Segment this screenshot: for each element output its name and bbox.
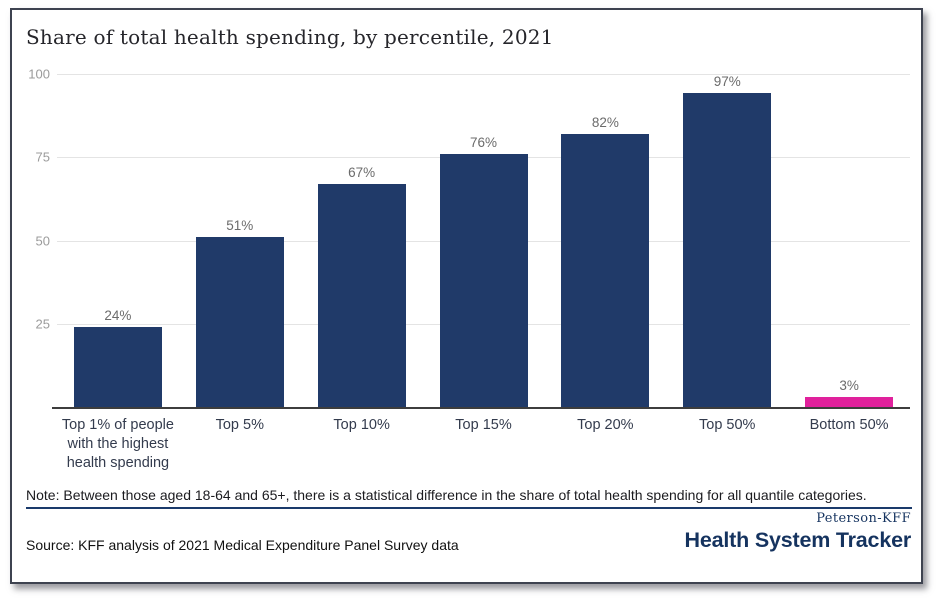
gridline (57, 74, 910, 75)
bar-value-label: 51% (226, 218, 254, 234)
x-axis-line (52, 407, 910, 409)
bar-column: 51% (179, 74, 301, 407)
footer-divider (26, 507, 912, 509)
x-axis-category-text: Top 20% (577, 417, 634, 433)
bar-value-label: 24% (104, 308, 132, 324)
bar-column: 76% (423, 74, 545, 407)
plot-area: 25 50 75 100 24% 51% 67% 76% 82% 97% 3% (12, 67, 921, 409)
bar (439, 153, 528, 407)
bar (561, 133, 650, 407)
x-axis-category-text: Top 15% (455, 417, 512, 433)
x-axis-category-label: Top 50% (666, 416, 788, 473)
bar-value-label: 76% (469, 134, 498, 150)
bar-value-label: 97% (713, 74, 741, 89)
bar (317, 183, 406, 407)
x-axis-category-label: Top 15% (423, 416, 545, 473)
bar-column: 24% (57, 74, 179, 407)
bar-value-label: 67% (348, 164, 376, 180)
brand-name-label: Health System Tracker (684, 527, 912, 552)
x-axis-category-text: Top 5% (215, 417, 264, 433)
bar-value-label: 3% (839, 378, 859, 394)
brand-org-label: Peterson-KFF (816, 511, 911, 526)
x-axis-category-label: Top 1% of people with the highest health… (57, 416, 179, 473)
x-axis-category-label: Top 10% (301, 416, 423, 473)
bar-column: 97% (666, 74, 788, 407)
bar (805, 397, 894, 407)
y-axis-tick-label: 75 (35, 149, 50, 165)
y-axis-tick-label: 100 (28, 66, 50, 82)
x-axis-category-text: Top 1% of people with the highest health… (61, 417, 174, 472)
x-axis-category-text: Bottom 50% (809, 417, 889, 433)
bar (195, 237, 284, 407)
bar-column: 67% (301, 74, 423, 407)
source-text: Source: KFF analysis of 2021 Medical Exp… (26, 537, 459, 553)
bars-container: 24% 51% 67% 76% 82% 97% 3% (57, 74, 910, 407)
y-axis-tick-label: 50 (35, 233, 50, 248)
x-axis-category-label: Top 20% (544, 416, 666, 473)
x-axis-category-text: Top 10% (333, 417, 390, 433)
footnote: Note: Between those aged 18-64 and 65+, … (26, 487, 867, 503)
bar-column: 3% (788, 74, 910, 407)
y-axis-tick-label: 25 (35, 316, 50, 332)
chart-card: Share of total health spending, by perce… (10, 8, 923, 584)
x-axis-labels: Top 1% of people with the highest health… (57, 416, 910, 473)
bar-value-label: 82% (591, 114, 619, 130)
bar (73, 327, 162, 407)
x-axis-category-label: Bottom 50% (788, 416, 910, 473)
x-axis-category-text: Top 50% (699, 417, 756, 433)
bar (683, 93, 772, 407)
chart-title: Share of total health spending, by perce… (26, 25, 554, 49)
brand-logo: Peterson-KFF Health System Tracker (684, 511, 912, 553)
x-axis-category-label: Top 5% (179, 416, 301, 473)
bar-column: 82% (544, 74, 666, 407)
